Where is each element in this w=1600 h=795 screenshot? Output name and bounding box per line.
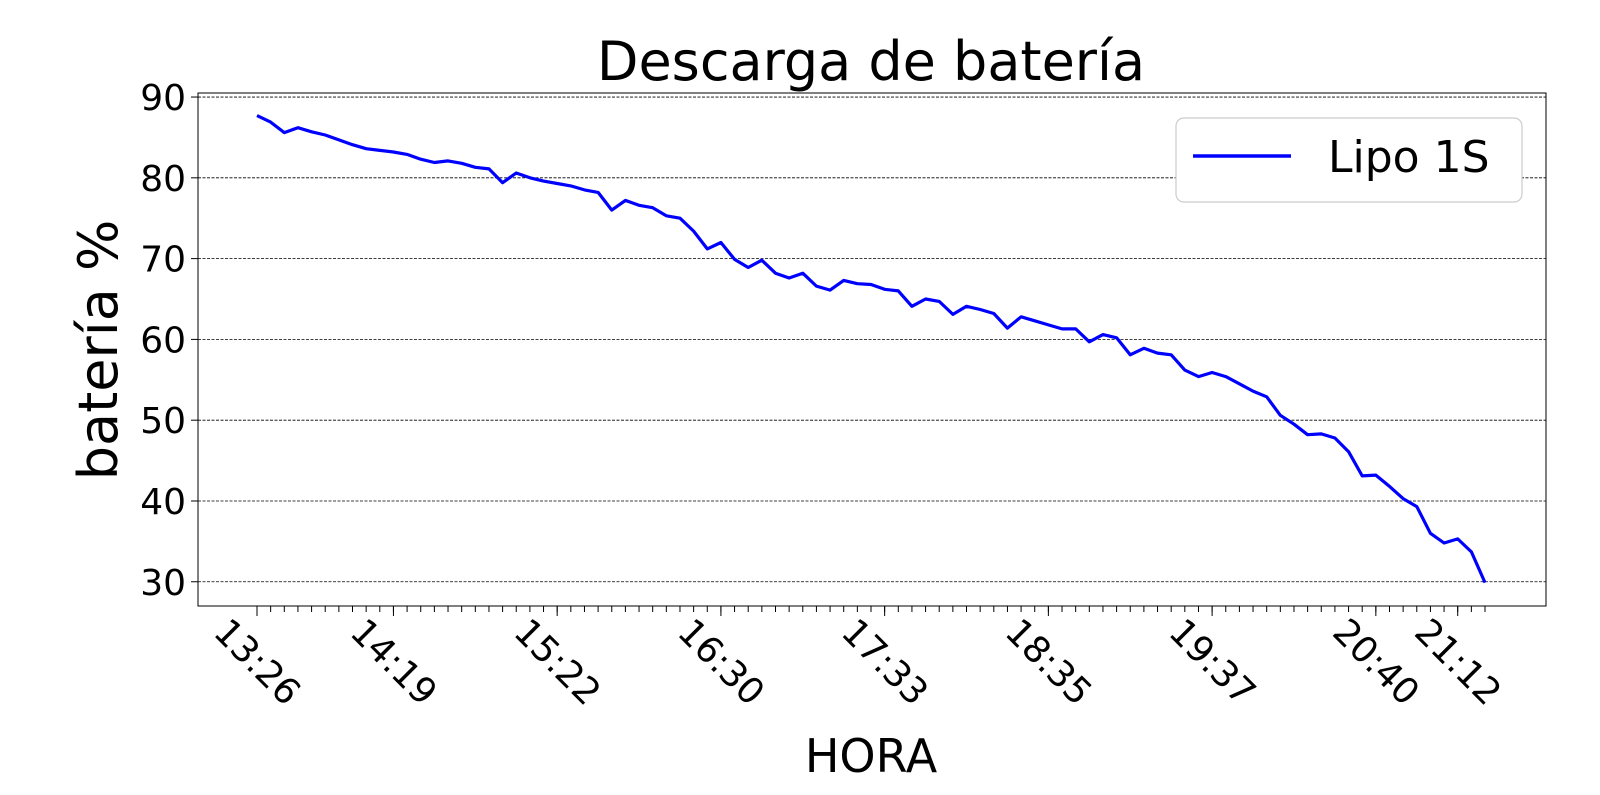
x-tick-label: 14:19 bbox=[342, 611, 444, 713]
x-axis-label: HORA bbox=[805, 729, 938, 783]
y-tick-label: 80 bbox=[140, 159, 186, 200]
y-tick-label: 40 bbox=[140, 482, 186, 523]
y-axis-label: batería % bbox=[67, 220, 130, 481]
series-layer bbox=[256, 114, 1487, 584]
x-tick-label: 15:22 bbox=[506, 611, 608, 713]
x-tick-label: 21:12 bbox=[1406, 611, 1508, 713]
y-tick-label: 90 bbox=[140, 78, 186, 119]
y-axis: 30 40 50 60 70 80 90 bbox=[140, 78, 198, 604]
chart-title: Descarga de batería bbox=[597, 30, 1145, 93]
y-tick-label: 70 bbox=[140, 240, 186, 281]
series-line-lipo-1s bbox=[256, 114, 1487, 584]
x-tick-label: 13:26 bbox=[206, 611, 308, 713]
x-tick-label: 16:30 bbox=[670, 611, 772, 713]
legend-label-lipo-1s: Lipo 1S bbox=[1328, 132, 1490, 183]
x-tick-label: 17:33 bbox=[833, 611, 935, 713]
x-axis: 13:26 14:19 15:22 16:30 17:33 18:35 19:37 20:40… bbox=[206, 606, 1509, 714]
x-tick-label: 20:40 bbox=[1324, 611, 1426, 713]
x-tick-label: 19:37 bbox=[1161, 611, 1263, 713]
axes-frame bbox=[197, 92, 1547, 607]
y-tick-label: 30 bbox=[140, 563, 186, 604]
x-tick-label: 18:35 bbox=[997, 611, 1099, 713]
y-tick-label: 60 bbox=[140, 320, 186, 361]
legend-box bbox=[1175, 117, 1523, 203]
legend: Lipo 1S bbox=[1175, 117, 1523, 203]
y-tick-label: 50 bbox=[140, 401, 186, 442]
